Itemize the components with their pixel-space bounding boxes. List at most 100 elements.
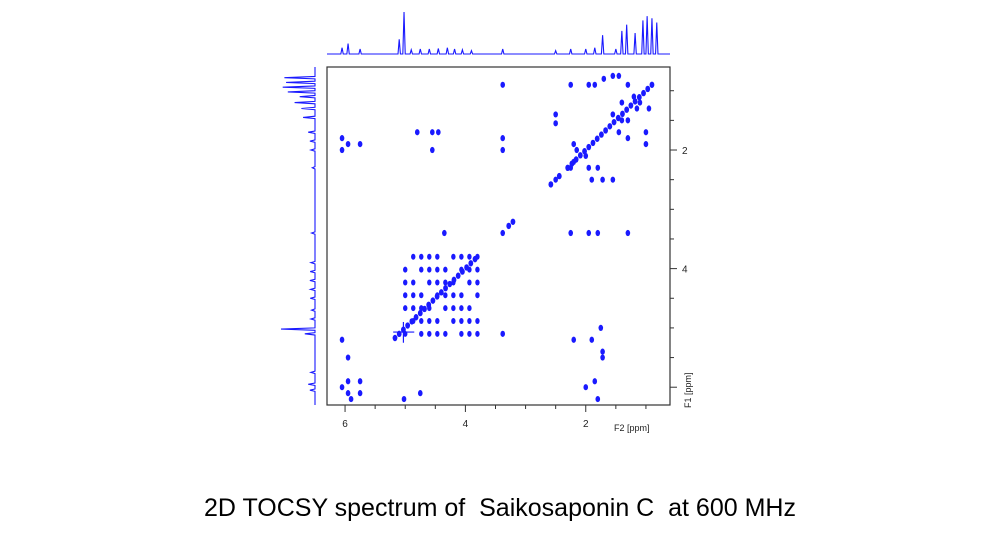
cross-peak xyxy=(583,384,588,390)
sugar-cross-peak xyxy=(467,305,471,311)
diagonal-peak xyxy=(599,131,604,137)
sugar-cross-peak xyxy=(427,331,431,337)
y-tick-label: 4 xyxy=(682,265,688,276)
sugar-cross-peak xyxy=(419,292,423,298)
cross-peak xyxy=(632,94,637,100)
sugar-cross-peak xyxy=(435,267,439,273)
sugar-cross-peak xyxy=(411,318,415,324)
cross-peak xyxy=(349,396,354,402)
sugar-cross-peak xyxy=(475,292,479,298)
cross-peak xyxy=(611,73,616,79)
sugar-cross-peak xyxy=(427,305,431,311)
cross-peak xyxy=(617,129,622,135)
cross-peak xyxy=(346,141,351,147)
diagonal-peak xyxy=(607,123,612,129)
cross-peak xyxy=(358,390,363,396)
cross-peak xyxy=(568,230,573,236)
cross-peak xyxy=(586,82,591,88)
sugar-cross-peak xyxy=(427,279,431,285)
sugar-cross-peak xyxy=(443,331,447,337)
cross-peak xyxy=(436,129,441,135)
y-tick-label: 2 xyxy=(682,146,688,157)
sugar-cross-peak xyxy=(475,254,479,260)
sugar-cross-peak xyxy=(475,318,479,324)
cross-peak xyxy=(598,325,603,331)
sugar-cross-peak xyxy=(411,279,415,285)
diagonal-peak xyxy=(603,127,608,133)
f2-projection-trace xyxy=(327,12,670,54)
diagonal-peak xyxy=(628,102,633,108)
sugar-cross-peak xyxy=(411,292,415,298)
sugar-cross-peak xyxy=(459,305,463,311)
sugar-cross-peak xyxy=(435,279,439,285)
cross-peak xyxy=(600,349,605,355)
cross-peak xyxy=(500,135,505,141)
cross-peak xyxy=(346,378,351,384)
diagonal-peak xyxy=(443,285,448,291)
sugar-cross-peak xyxy=(451,305,455,311)
sugar-cross-peak xyxy=(403,279,407,285)
cross-peak xyxy=(626,135,631,141)
sugar-cross-peak xyxy=(459,292,463,298)
figure-caption: 2D TOCSY spectrum of Saikosaponin C at 6… xyxy=(0,494,1000,523)
cross-peak xyxy=(358,141,363,147)
sugar-cross-peak xyxy=(451,292,455,298)
diagonal-peak xyxy=(637,94,642,100)
cross-peak xyxy=(500,82,505,88)
diagonal-peak xyxy=(620,111,625,117)
sugar-cross-peak xyxy=(467,267,471,273)
diagonal-peak xyxy=(405,322,410,328)
diagonal-peak xyxy=(468,260,473,266)
cross-peak xyxy=(589,337,594,343)
sugar-cross-peak xyxy=(419,254,423,260)
sugar-cross-peak xyxy=(443,279,447,285)
diagonal-peak xyxy=(393,335,398,341)
sugar-cross-peak xyxy=(467,331,471,337)
cross-peak xyxy=(568,165,573,171)
diagonal-peak xyxy=(511,219,516,225)
sugar-cross-peak xyxy=(459,267,463,273)
sugar-cross-peak xyxy=(443,292,447,298)
sugar-cross-peak xyxy=(435,292,439,298)
sugar-cross-peak xyxy=(419,331,423,337)
cross-peak xyxy=(500,230,505,236)
sugar-cross-peak xyxy=(443,267,447,273)
cross-peak xyxy=(574,147,579,153)
cross-peak xyxy=(617,73,622,79)
cross-peak xyxy=(500,147,505,153)
diagonal-peak xyxy=(624,106,629,112)
y-axis: 24 xyxy=(670,67,688,405)
cross-peak xyxy=(611,177,616,183)
sugar-cross-peak xyxy=(419,267,423,273)
f2-projection xyxy=(327,12,670,54)
sugar-cross-peak xyxy=(467,318,471,324)
cross-peak xyxy=(595,230,600,236)
sugar-cross-peak xyxy=(451,254,455,260)
diagonal-peak xyxy=(578,152,583,158)
sugar-cross-peak xyxy=(459,254,463,260)
cross-peak xyxy=(340,135,345,141)
diagonal-peak xyxy=(586,144,591,150)
cross-peak xyxy=(553,120,558,126)
cross-peak xyxy=(620,99,625,105)
cross-peak xyxy=(340,147,345,153)
cross-peaks xyxy=(340,73,651,402)
sugar-cross-peak xyxy=(411,254,415,260)
cross-peak xyxy=(600,354,605,360)
diagonal-peak xyxy=(595,136,600,142)
diagonal-peak xyxy=(641,90,646,96)
cross-peak xyxy=(600,177,605,183)
cross-peak xyxy=(592,82,597,88)
diagonal-peak xyxy=(650,82,655,88)
cross-peak xyxy=(595,165,600,171)
cross-peak xyxy=(442,230,447,236)
sugar-cross-peak xyxy=(475,279,479,285)
cross-peak xyxy=(626,230,631,236)
cross-peak xyxy=(586,165,591,171)
diagonal-peak xyxy=(548,181,553,187)
cross-peak xyxy=(644,129,649,135)
sugar-cross-peak xyxy=(451,279,455,285)
cross-peak xyxy=(358,378,363,384)
diagonal-peaks xyxy=(393,82,655,342)
cross-peak xyxy=(553,111,558,117)
